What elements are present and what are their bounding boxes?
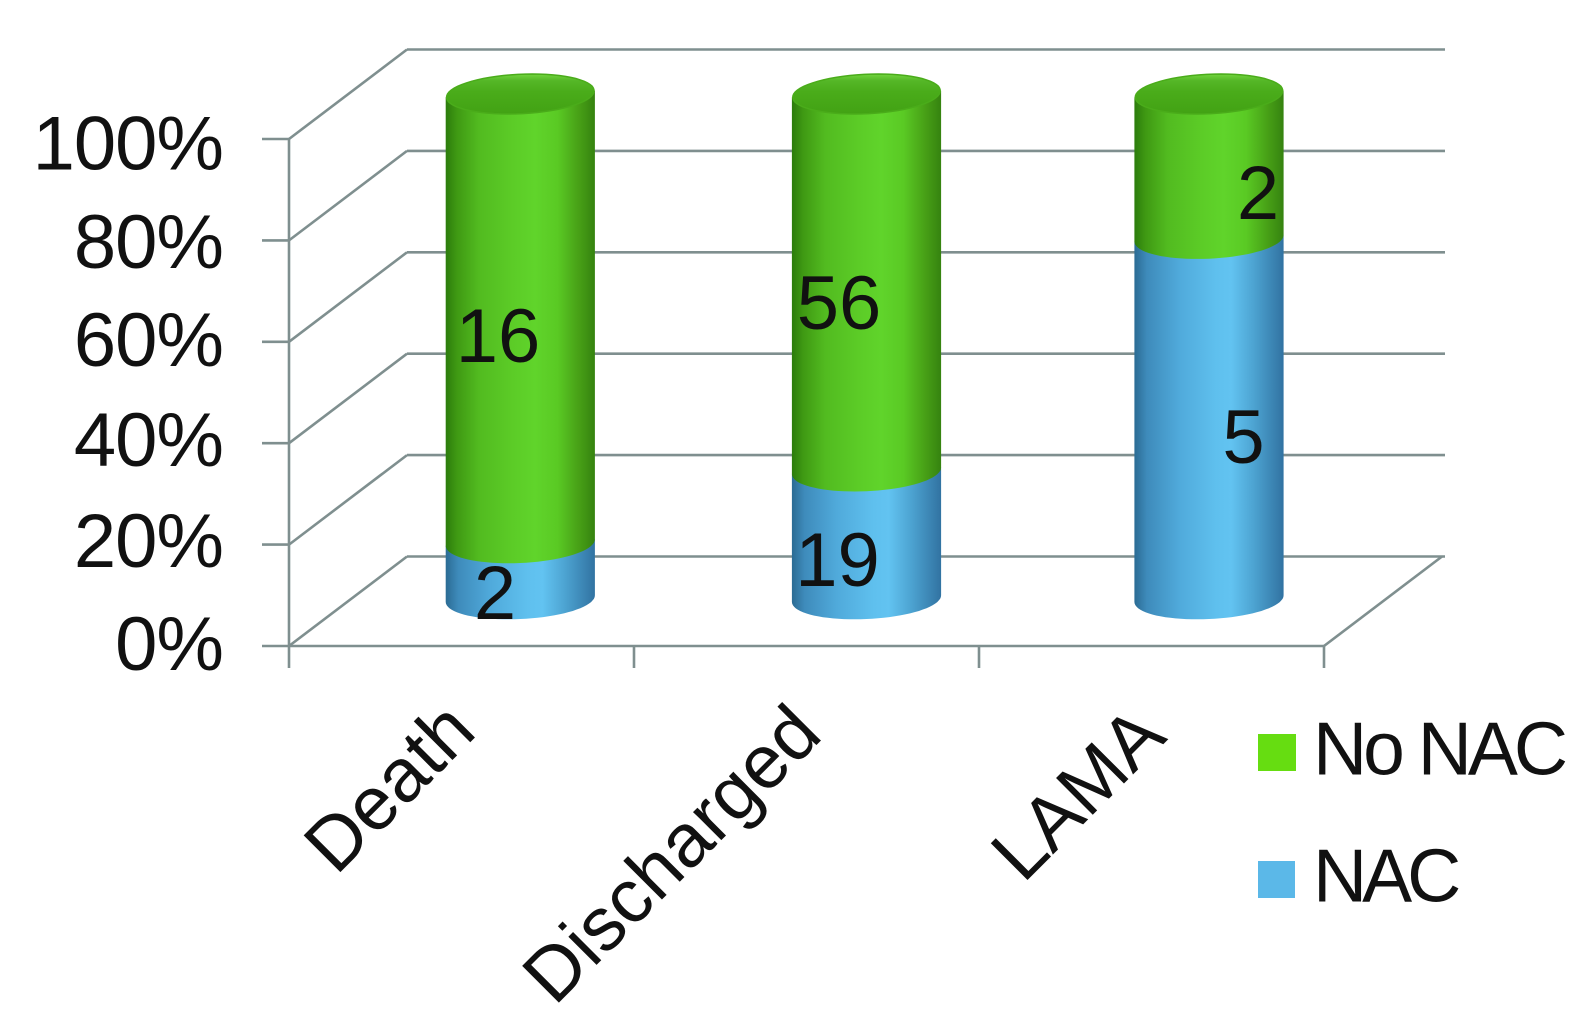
svg-text:60%: 60%	[74, 298, 223, 383]
svg-text:Discharged: Discharged	[506, 689, 835, 1018]
svg-text:5: 5	[1222, 395, 1264, 480]
svg-text:20%: 20%	[74, 499, 223, 584]
svg-text:NAC: NAC	[1313, 833, 1459, 917]
svg-text:56: 56	[797, 261, 882, 346]
svg-text:0%: 0%	[115, 602, 223, 687]
svg-text:2: 2	[474, 551, 516, 636]
svg-text:2: 2	[1237, 151, 1279, 236]
svg-text:80%: 80%	[74, 200, 223, 285]
svg-text:LAMA: LAMA	[975, 690, 1180, 895]
svg-text:Death: Death	[288, 686, 490, 888]
svg-text:No NAC: No NAC	[1313, 706, 1566, 790]
svg-text:100%: 100%	[33, 102, 223, 187]
svg-text:19: 19	[795, 518, 880, 603]
svg-text:16: 16	[456, 294, 541, 379]
svg-text:40%: 40%	[74, 398, 223, 483]
